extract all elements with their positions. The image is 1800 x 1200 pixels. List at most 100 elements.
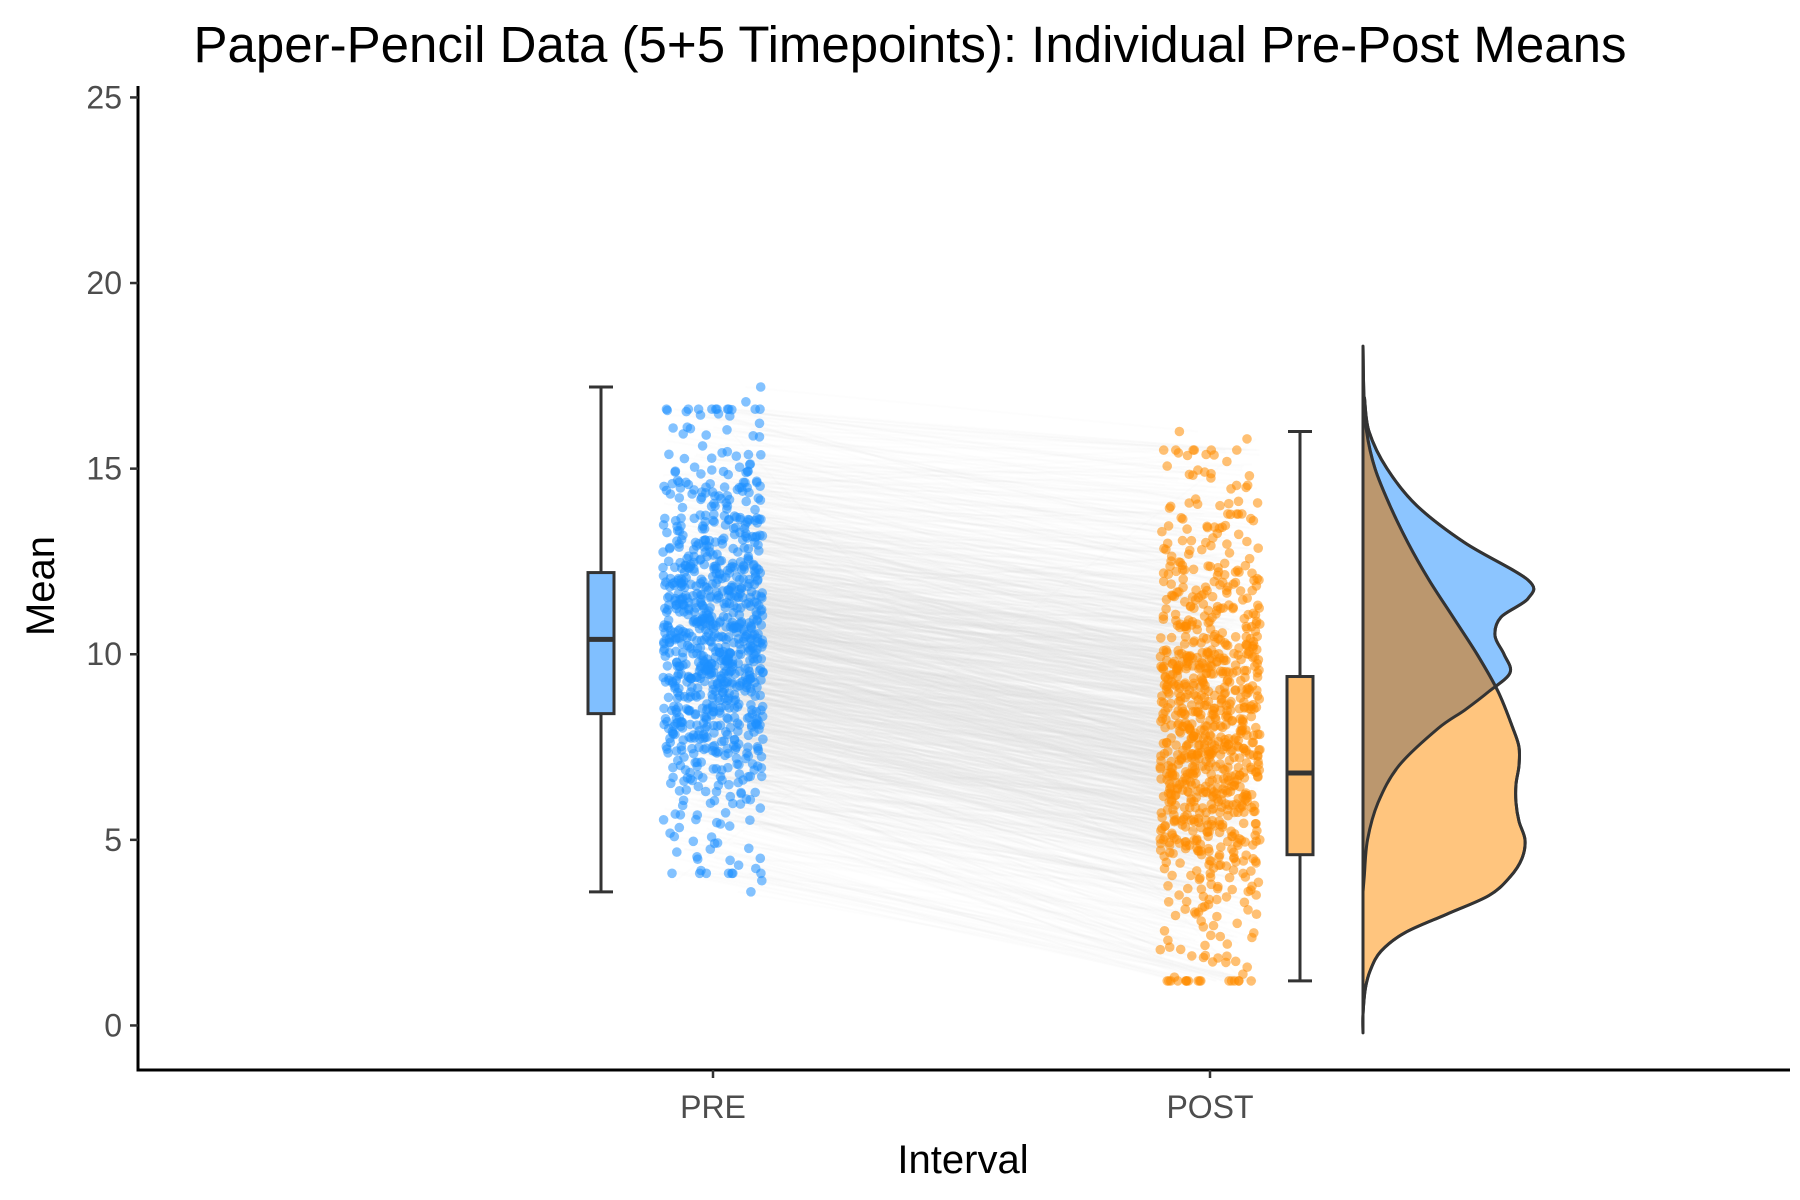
pair-line [741,543,1180,657]
post-point [1208,792,1218,802]
pair-line [680,537,1251,712]
pair-line [685,517,1211,695]
pair-line [725,427,1244,468]
pair-line [716,466,1258,490]
pair-line [724,659,1237,808]
pair-line [698,771,1226,842]
pair-line [759,466,1173,567]
post-point [1183,976,1194,986]
pair-line [694,605,1227,635]
pair-line [685,748,1227,842]
pair-line [706,807,1199,944]
pre-point [669,580,680,591]
pair-line [717,773,1203,858]
post-point [1244,685,1255,695]
pair-line [746,519,1224,658]
pair-line [697,715,1243,823]
post-point [1208,803,1219,814]
pair-line [736,756,1216,857]
pair-line [729,499,1225,562]
pre-point [757,701,768,712]
pair-line [731,679,1239,840]
pair-line [671,781,1240,963]
pair-line [724,555,1221,687]
pair-line [747,628,1212,775]
pair-line [679,739,1248,884]
pair-line [695,519,1231,612]
pre-point [716,736,727,747]
pair-line [685,529,1251,609]
post-point [1194,874,1205,885]
post-point [1158,611,1169,621]
pair-line [738,775,1172,946]
pair-line [683,505,1246,515]
pair-line [734,730,1205,870]
pair-line [672,599,1251,748]
pair-line [733,626,1222,770]
pre-point [662,405,673,416]
pair-line [745,704,1232,804]
pair-line [733,686,1194,711]
pair-line [749,665,1167,763]
post-point [1191,909,1201,919]
post-point [1215,635,1225,645]
pair-line [758,575,1220,770]
pre-point [688,836,699,847]
post-point [1156,697,1167,707]
pre-point [662,527,672,538]
post-point [1188,814,1199,825]
post-point [1222,539,1232,549]
pair-line [746,655,1177,670]
pair-line [739,579,1256,637]
pair-line [711,674,1213,736]
pair-line [746,594,1223,610]
pair-line [677,557,1226,654]
pair-line [711,434,1224,516]
pre-point [659,703,669,714]
pair-line [691,583,1184,703]
pair-line [733,592,1236,661]
post-point [1185,545,1195,556]
y-tick-label: 20 [86,265,122,301]
pair-line [690,694,1232,765]
post-point [1172,663,1183,674]
post-point [1191,585,1201,595]
pair-line [683,612,1206,724]
pair-line [746,480,1203,507]
pair-line [736,559,1232,609]
pre-point [742,482,752,493]
pair-line [715,745,1166,832]
pair-line [735,451,1242,501]
post-point [1177,535,1188,546]
pair-line [684,567,1248,693]
post-point [1196,638,1206,648]
pair-line [718,655,1218,746]
pair-line [716,709,1235,868]
pair-line [760,627,1170,696]
pre-point [734,584,745,595]
pre-point [677,502,688,513]
pair-line [709,645,1197,738]
pair-line [737,587,1242,688]
post-point [1215,721,1226,731]
pre-point [705,593,716,603]
pre-point [663,556,674,567]
pair-line [719,724,1176,906]
pair-line [685,541,1247,628]
pre-point [703,703,713,714]
pair-line [677,617,1218,764]
pair-line [744,617,1192,633]
pair-line [699,518,1171,576]
pair-line [704,762,1208,768]
post-point [1225,786,1236,797]
pair-line [688,570,1164,687]
pair-line [722,694,1174,785]
pair-line [706,733,1212,786]
pair-line [740,673,1211,838]
pair-line [757,499,1200,550]
post-point [1241,665,1252,676]
pre-point [730,695,741,705]
pair-line [739,564,1171,691]
pair-line [723,520,1212,638]
pair-line [682,617,1240,648]
